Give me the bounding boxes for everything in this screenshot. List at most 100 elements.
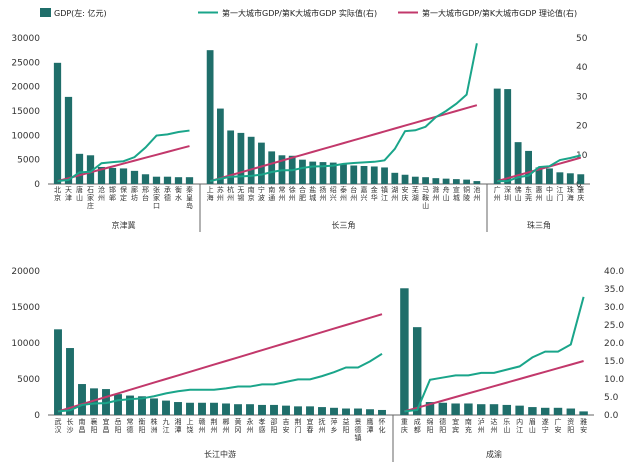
category-label: 德 [355,425,362,434]
category-label: 常 [278,185,285,194]
category-label: 州 [211,426,218,434]
category-label: 邢 [142,186,149,194]
y-tick-label: 5000 [17,375,40,385]
category-label: 江 [556,186,563,194]
y-tick-label: 10000 [11,339,40,349]
category-label: 德 [127,425,134,434]
category-label: 湖 [391,185,398,194]
category-label: 沙 [67,426,74,434]
category-label: 锡 [237,193,244,202]
category-label: 益 [343,417,350,426]
category-label: 永 [247,417,254,426]
category-label: 无 [237,186,244,194]
gdp-bar [489,404,499,415]
category-label: 华 [371,193,378,202]
category-label: 波 [258,193,265,202]
category-label: 兴 [361,193,368,202]
category-label: 州 [217,194,224,202]
category-label: 都 [414,426,421,434]
gdp-bar [504,89,512,184]
category-label: 津 [65,194,72,202]
legend-actual-label: 第一大城市GDP/第K大城市GDP 实际值(右) [222,8,377,18]
category-label: 赣 [199,417,206,426]
category-label: 台 [350,185,357,194]
gdp-bar [90,388,98,415]
gdp-bar [319,162,327,184]
category-label: 惠 [536,185,543,194]
gdp-bar [234,404,242,415]
category-label: 金 [371,185,378,194]
category-label: 坊 [131,193,138,202]
category-label: 秦 [186,185,193,194]
category-label: 通 [268,193,275,202]
gdp-bar [422,177,429,184]
gdp-bar [206,50,214,184]
category-label: 充 [465,425,472,434]
category-label: 庆 [577,193,584,202]
category-label: 阳 [115,425,122,434]
category-label: 石 [87,186,94,194]
category-label: 州 [319,194,326,202]
category-label: 苏 [217,185,224,194]
y-tick-label: 20000 [11,267,40,277]
category-label: 州 [319,426,326,434]
gdp-bar [174,402,182,415]
category-label: 马 [422,186,429,194]
category-label: 珠 [567,185,574,194]
category-label: 绍 [330,185,337,194]
y2-tick-label: 30 [576,92,588,102]
gdp-bar [412,327,422,415]
gdp-bar [114,394,122,415]
category-label: 泰 [340,185,347,194]
gdp-bar [342,408,350,415]
category-label: 安 [402,185,409,194]
category-label: 邵 [271,418,278,426]
gdp-bar [400,288,409,415]
category-label: 舟 [443,185,450,194]
y-tick-label: 5000 [17,156,40,166]
category-label: 家 [153,193,160,202]
gdp-bar [150,398,158,415]
category-label: 南 [268,185,275,194]
category-label: 安 [283,425,290,434]
category-label: 南 [79,417,86,426]
gdp-bar [174,177,183,184]
category-label: 深 [504,185,511,194]
category-label: 州 [289,194,296,202]
actual-line [57,129,190,183]
category-label: 重 [401,418,408,426]
gdp-bar [514,142,522,184]
category-label: 广 [494,185,501,194]
category-label: 黄 [235,417,242,426]
category-label: 州 [227,194,234,202]
category-label: 州 [432,194,439,202]
category-label: 州 [340,194,347,202]
category-label: 北 [54,186,61,194]
gdp-bar [515,405,524,415]
category-label: 抚 [319,417,326,426]
actual-line [209,43,478,183]
category-label: 宁 [258,185,265,194]
y2-tick-label: 10 [576,151,588,161]
y-tick-label: 30000 [11,34,40,44]
category-label: 张 [153,185,160,194]
category-label: 盐 [309,185,316,194]
gdp-bar [186,402,194,415]
category-label: 雅 [580,417,587,426]
gdp-bar [185,177,194,184]
gdp-bar [294,406,302,415]
category-label: 昌 [103,426,110,434]
gdp-bar [78,384,86,415]
gdp-bar [270,404,278,415]
category-label: 德 [164,193,171,202]
gdp-bar [329,162,337,184]
gdp-bar [463,179,470,184]
category-label: 郴 [223,417,230,426]
category-label: 镇 [355,433,362,442]
category-label: 郸 [109,193,116,202]
category-label: 州 [478,426,485,434]
category-label: 沧 [98,185,105,194]
category-label: 荆 [211,417,218,426]
category-label: 宜 [307,417,314,426]
gdp-bar [246,404,254,415]
